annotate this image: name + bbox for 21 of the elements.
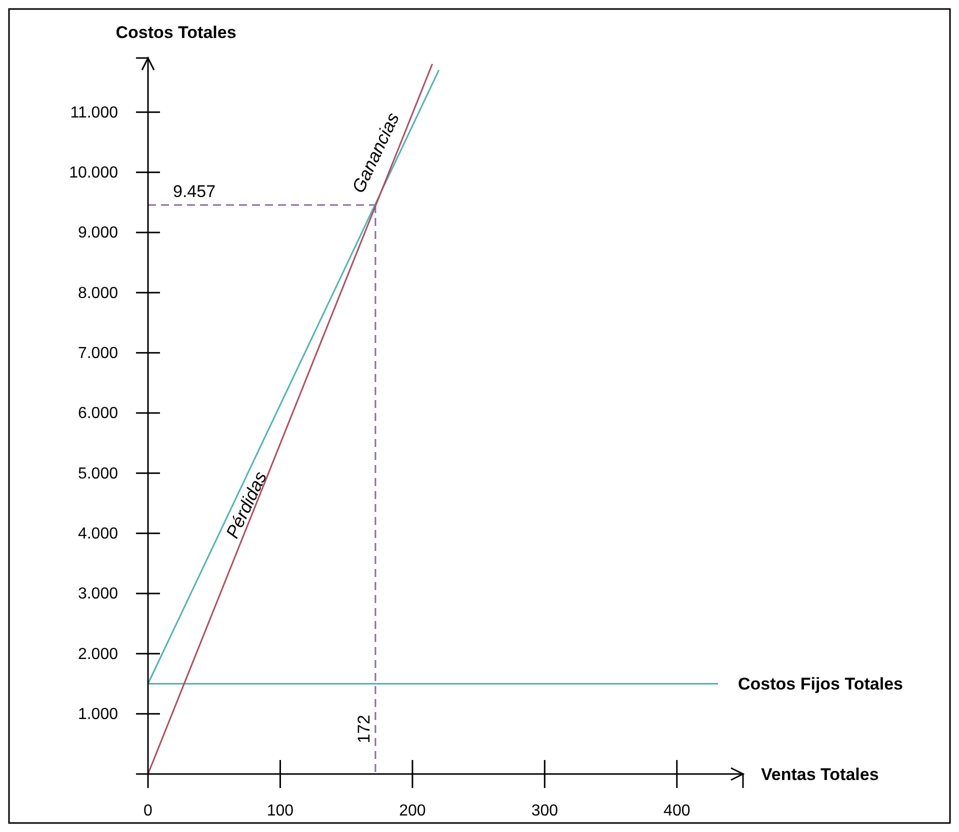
y-tick-label: 1.000 (78, 706, 118, 723)
x-tick-label: 100 (266, 802, 294, 820)
x-tick-label: 0 (144, 802, 153, 820)
x-tick-label: 200 (399, 802, 426, 820)
y-tick-label: 4.000 (78, 525, 118, 542)
y-tick-label: 9.000 (78, 224, 118, 242)
y-axis-title: Costos Totales (116, 23, 236, 42)
ref-line-label: 172 (354, 714, 374, 744)
y-tick-label: 10.000 (69, 164, 118, 182)
y-tick-label: 5.000 (78, 465, 118, 482)
x-tick-label: 300 (531, 802, 558, 820)
y-tick-label: 8.000 (78, 284, 118, 302)
y-tick-label: 11.000 (70, 104, 118, 122)
ref-line-label: Costos Fijos Totales (738, 674, 903, 694)
x-tick-label: 400 (664, 802, 690, 820)
y-tick-label: 7.000 (78, 344, 118, 362)
ref-line-label: 9.457 (173, 182, 216, 201)
y-tick-label: 6.000 (78, 405, 118, 422)
y-tick-label: 2.000 (78, 646, 118, 663)
x-axis-title: Ventas Totales (761, 765, 879, 784)
y-tick-label: 3.000 (78, 586, 118, 603)
